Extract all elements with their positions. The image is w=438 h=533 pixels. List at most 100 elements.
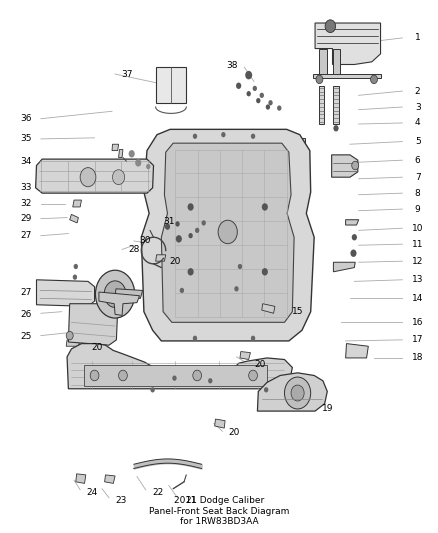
Circle shape <box>316 75 323 84</box>
Text: 26: 26 <box>20 310 32 319</box>
Text: 19: 19 <box>322 405 334 414</box>
Circle shape <box>234 286 239 292</box>
Text: 33: 33 <box>20 183 32 192</box>
Circle shape <box>245 71 252 79</box>
Text: 16: 16 <box>412 318 424 327</box>
Circle shape <box>193 336 197 341</box>
Circle shape <box>195 228 199 233</box>
Text: 6: 6 <box>415 156 420 165</box>
Polygon shape <box>112 144 119 151</box>
Polygon shape <box>292 138 305 144</box>
Text: 1: 1 <box>415 34 420 43</box>
Polygon shape <box>155 67 186 103</box>
Circle shape <box>260 93 264 98</box>
Text: 20: 20 <box>229 428 240 437</box>
Circle shape <box>325 20 336 33</box>
Polygon shape <box>73 200 81 207</box>
Text: 8: 8 <box>415 189 420 198</box>
Circle shape <box>165 223 170 230</box>
Circle shape <box>193 370 201 381</box>
Polygon shape <box>332 155 358 177</box>
Polygon shape <box>240 352 251 360</box>
Circle shape <box>90 370 99 381</box>
Text: 20: 20 <box>91 343 102 352</box>
Polygon shape <box>332 86 339 124</box>
Circle shape <box>256 98 261 103</box>
Polygon shape <box>76 474 86 483</box>
Polygon shape <box>315 23 381 64</box>
Circle shape <box>73 274 77 280</box>
Text: 36: 36 <box>20 114 32 123</box>
Polygon shape <box>155 255 166 261</box>
Text: 25: 25 <box>20 332 32 341</box>
Circle shape <box>262 268 268 276</box>
Circle shape <box>277 106 282 111</box>
Circle shape <box>193 134 197 139</box>
Text: 30: 30 <box>139 237 151 246</box>
Text: 20: 20 <box>255 360 266 369</box>
Text: 17: 17 <box>412 335 424 344</box>
Text: 18: 18 <box>412 353 424 362</box>
Polygon shape <box>333 262 355 272</box>
Circle shape <box>247 91 251 96</box>
Circle shape <box>176 235 182 243</box>
Text: 27: 27 <box>20 231 32 240</box>
Circle shape <box>238 264 242 269</box>
Text: 22: 22 <box>152 488 163 497</box>
Circle shape <box>371 75 378 84</box>
Circle shape <box>221 132 226 138</box>
Circle shape <box>251 134 255 139</box>
Circle shape <box>104 281 126 308</box>
Polygon shape <box>66 340 80 346</box>
Polygon shape <box>70 214 78 223</box>
Text: 31: 31 <box>163 217 174 226</box>
Text: 4: 4 <box>415 118 420 127</box>
Text: 24: 24 <box>87 488 98 497</box>
Circle shape <box>150 387 155 392</box>
Circle shape <box>80 167 96 187</box>
Circle shape <box>218 220 237 244</box>
Bar <box>319 49 327 75</box>
Text: 29: 29 <box>20 214 32 223</box>
Circle shape <box>135 159 141 166</box>
Text: 9: 9 <box>415 205 420 214</box>
Circle shape <box>266 104 270 110</box>
Circle shape <box>350 249 357 257</box>
Text: 32: 32 <box>20 199 32 208</box>
Circle shape <box>74 264 78 269</box>
Polygon shape <box>99 292 140 316</box>
Polygon shape <box>119 150 123 158</box>
Polygon shape <box>161 143 294 322</box>
Text: 3: 3 <box>415 102 420 111</box>
Text: 21: 21 <box>185 496 196 505</box>
Polygon shape <box>35 159 153 193</box>
Bar <box>84 365 267 386</box>
Polygon shape <box>262 304 275 313</box>
Bar <box>332 49 340 75</box>
Circle shape <box>172 375 177 381</box>
Text: 23: 23 <box>115 496 127 505</box>
Text: 2011 Dodge Caliber
Panel-Front Seat Back Diagram
for 1RW83BD3AA: 2011 Dodge Caliber Panel-Front Seat Back… <box>149 496 289 526</box>
Text: 35: 35 <box>20 134 32 143</box>
Text: 37: 37 <box>122 70 133 78</box>
Polygon shape <box>318 86 324 124</box>
Text: 27: 27 <box>20 287 32 296</box>
Polygon shape <box>141 130 314 341</box>
Text: 34: 34 <box>20 157 32 166</box>
Circle shape <box>175 221 180 227</box>
Circle shape <box>352 161 359 169</box>
Circle shape <box>333 125 339 132</box>
Circle shape <box>253 86 257 91</box>
Circle shape <box>113 169 125 184</box>
Text: 28: 28 <box>128 245 140 254</box>
Circle shape <box>249 370 258 381</box>
Polygon shape <box>68 304 118 345</box>
Text: 13: 13 <box>412 275 424 284</box>
Circle shape <box>146 164 150 169</box>
Circle shape <box>187 203 194 211</box>
Text: 12: 12 <box>412 257 424 265</box>
Polygon shape <box>105 475 115 483</box>
Polygon shape <box>115 289 143 298</box>
Circle shape <box>352 234 357 240</box>
Circle shape <box>95 270 135 318</box>
